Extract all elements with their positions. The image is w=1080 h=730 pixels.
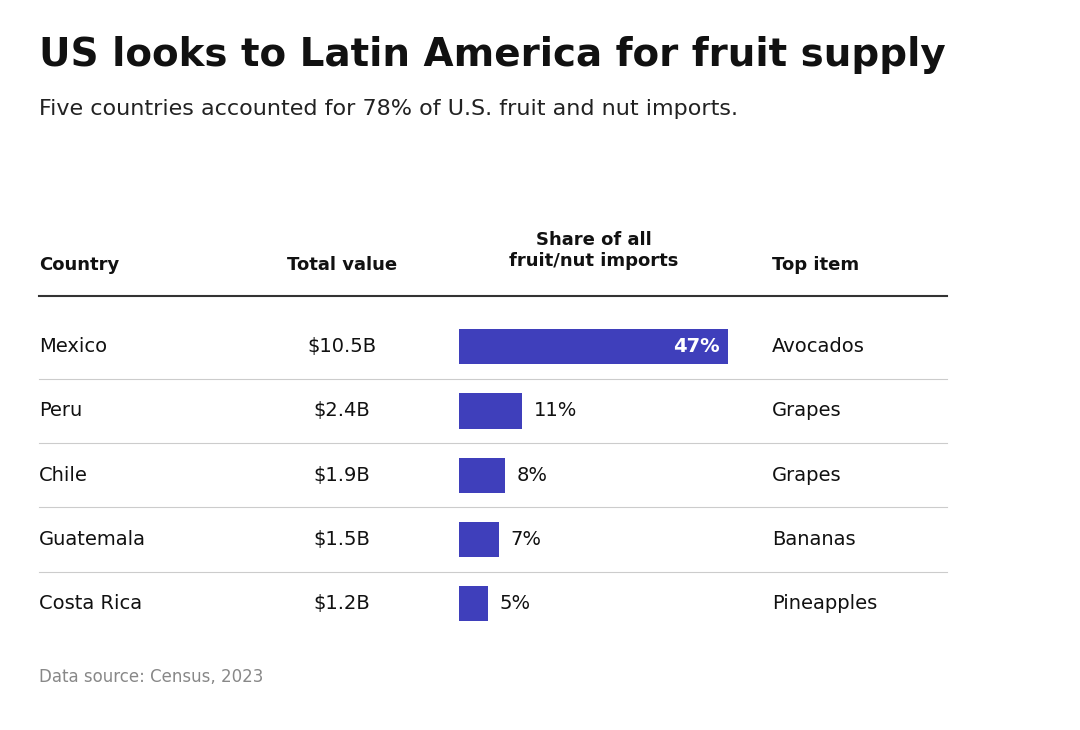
Text: 11%: 11% xyxy=(534,402,577,420)
FancyBboxPatch shape xyxy=(459,522,499,557)
Text: $1.9B: $1.9B xyxy=(313,466,370,485)
Text: 47%: 47% xyxy=(673,337,720,356)
Text: 8%: 8% xyxy=(516,466,548,485)
Text: Guatemala: Guatemala xyxy=(39,530,146,549)
Text: $1.2B: $1.2B xyxy=(313,594,370,613)
FancyBboxPatch shape xyxy=(459,586,488,621)
Text: Total value: Total value xyxy=(287,255,397,274)
Text: Data source: Census, 2023: Data source: Census, 2023 xyxy=(39,668,264,686)
Text: Costa Rica: Costa Rica xyxy=(39,594,143,613)
Text: $1.5B: $1.5B xyxy=(313,530,370,549)
Text: 7%: 7% xyxy=(511,530,542,549)
Text: $2.4B: $2.4B xyxy=(313,402,370,420)
Text: Share of all
fruit/nut imports: Share of all fruit/nut imports xyxy=(509,231,678,270)
Text: US looks to Latin America for fruit supply: US looks to Latin America for fruit supp… xyxy=(39,36,946,74)
Text: Mexico: Mexico xyxy=(39,337,107,356)
FancyBboxPatch shape xyxy=(459,393,522,429)
Text: Grapes: Grapes xyxy=(771,466,841,485)
FancyBboxPatch shape xyxy=(459,458,504,493)
Text: Peru: Peru xyxy=(39,402,82,420)
Text: Pineapples: Pineapples xyxy=(771,594,877,613)
Text: Five countries accounted for 78% of U.S. fruit and nut imports.: Five countries accounted for 78% of U.S.… xyxy=(39,99,738,118)
Text: Chile: Chile xyxy=(39,466,87,485)
Text: Top item: Top item xyxy=(771,255,859,274)
Text: 5%: 5% xyxy=(499,594,530,613)
Text: Country: Country xyxy=(39,255,119,274)
Text: Avocados: Avocados xyxy=(771,337,864,356)
Text: Grapes: Grapes xyxy=(771,402,841,420)
FancyBboxPatch shape xyxy=(459,329,728,364)
Text: Bananas: Bananas xyxy=(771,530,855,549)
Text: $10.5B: $10.5B xyxy=(308,337,377,356)
